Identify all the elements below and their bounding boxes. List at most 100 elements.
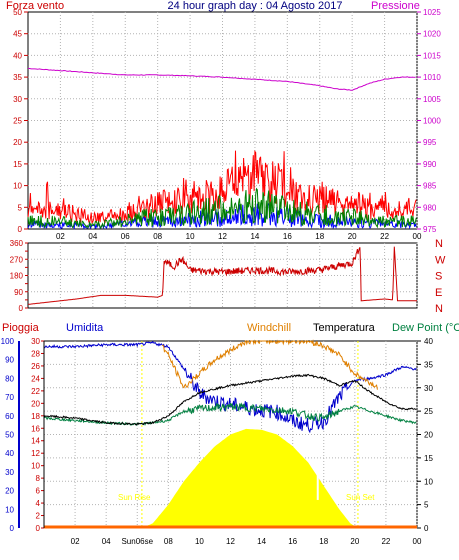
compass-label: W: [435, 254, 446, 266]
wind-axis-tick: 10: [13, 182, 22, 191]
wind-axis-tick: 25: [13, 117, 22, 126]
wind-axis-tick: 50: [13, 8, 22, 17]
rain-axis-tick: 14: [31, 437, 40, 446]
temp-axis-tick: 0: [424, 524, 429, 533]
sun-rise-label: Sun Rise: [118, 493, 151, 502]
humidity-axis-tick: 30: [5, 468, 14, 477]
climate-x-tick: 22: [381, 537, 390, 546]
wind-axis-tick: 40: [13, 51, 22, 60]
climate-x-tick: 10: [195, 537, 204, 546]
direction-axis-tick: 270: [10, 255, 24, 264]
humidity-label: Umidita: [66, 322, 104, 334]
pressure-line: [27, 67, 416, 91]
pressure-axis-tick: 1015: [423, 51, 441, 60]
pressure-axis-tick: 1025: [423, 8, 441, 17]
humidity-axis-tick: 60: [5, 412, 14, 421]
pressure-axis-tick: 1010: [423, 73, 441, 82]
humidity-axis-tick: 0: [10, 524, 15, 533]
axis-layer: 0510152025303540455097598098599099510001…: [1, 8, 446, 546]
wind-axis-tick: 30: [13, 95, 22, 104]
compass-label: E: [435, 287, 442, 299]
climate-x-tick: Sun06se: [121, 537, 153, 546]
pressure-axis-tick: 990: [423, 160, 437, 169]
windchill-line: [161, 339, 378, 390]
wind-x-tick: 00: [413, 232, 422, 241]
temperature-line: [43, 373, 417, 426]
humidity-axis-tick: 20: [5, 487, 14, 496]
pressure-axis-tick: 1005: [423, 95, 441, 104]
wind-x-tick: 16: [283, 232, 292, 241]
pressure-axis-tick: 985: [423, 182, 437, 191]
direction-axis-tick: 360: [10, 239, 24, 248]
temp-axis-tick: 30: [424, 384, 433, 393]
climate-x-tick: 00: [413, 537, 422, 546]
windchill-label: Windchill: [247, 322, 291, 334]
rain-axis-tick: 10: [31, 462, 40, 471]
humidity-axis-tick: 40: [5, 449, 14, 458]
pressure-axis-tick: 1020: [423, 30, 441, 39]
rain-axis-tick: 24: [31, 374, 40, 383]
wind-x-tick: 08: [153, 232, 162, 241]
solar-notch: [316, 474, 319, 500]
rain-axis-tick: 26: [31, 362, 40, 371]
temp-axis-tick: 25: [424, 407, 433, 416]
temp-axis-tick: 20: [424, 431, 433, 440]
wind-gust-line: [27, 150, 417, 225]
rain-axis-tick: 4: [36, 499, 41, 508]
wind-x-tick: 10: [186, 232, 195, 241]
climate-x-tick: 20: [350, 537, 359, 546]
wind-x-tick: 02: [56, 232, 65, 241]
pressure-axis-tick: 1000: [423, 117, 441, 126]
wind-x-tick: 14: [250, 232, 259, 241]
compass-label: S: [435, 271, 442, 283]
sun-set-label: Sun Set: [346, 493, 375, 502]
rain-axis-tick: 22: [31, 387, 40, 396]
pressure-label: Pressione: [371, 0, 420, 12]
wind-label: Forza vento: [6, 0, 64, 12]
compass-label: N: [435, 303, 443, 315]
chart-title: 24 hour graph day : 04 Agosto 2017: [168, 0, 343, 12]
wind-axis-tick: 5: [18, 203, 23, 212]
solar-area: [141, 428, 358, 528]
rain-axis-tick: 16: [31, 424, 40, 433]
humidity-axis-tick: 80: [5, 374, 14, 383]
climate-x-tick: 16: [288, 537, 297, 546]
wind-x-tick: 06: [121, 232, 130, 241]
rain-axis-tick: 8: [36, 474, 41, 483]
pressure-axis-tick: 995: [423, 138, 437, 147]
wind-axis-tick: 0: [18, 225, 23, 234]
rain-axis-tick: 28: [31, 349, 40, 358]
humidity-axis-tick: 50: [5, 431, 14, 440]
direction-axis-tick: 90: [14, 288, 23, 297]
rain-axis-tick: 6: [36, 487, 41, 496]
series-layer: [27, 67, 417, 529]
rain-axis-tick: 18: [31, 412, 40, 421]
wind-axis-tick: 45: [13, 30, 22, 39]
rain-axis-tick: 12: [31, 449, 40, 458]
humidity-axis-tick: 10: [5, 505, 14, 514]
wind-axis-tick: 20: [13, 138, 22, 147]
climate-x-tick: 14: [257, 537, 266, 546]
rain-axis-tick: 0: [36, 524, 41, 533]
wind-x-tick: 12: [218, 232, 227, 241]
rain-axis-tick: 20: [31, 399, 40, 408]
temp-axis-tick: 40: [424, 337, 433, 346]
rain-axis-tick: 2: [36, 512, 41, 521]
compass-label: N: [435, 238, 443, 250]
wind-x-tick: 18: [315, 232, 324, 241]
climate-x-tick: 02: [71, 537, 80, 546]
wind-axis-tick: 15: [13, 160, 22, 169]
temp-axis-tick: 10: [424, 477, 433, 486]
climate-x-tick: 08: [164, 537, 173, 546]
humidity-axis-tick: 90: [5, 356, 14, 365]
wind-avg-line: [27, 187, 417, 230]
rain-label: Pioggia: [2, 322, 40, 334]
direction-axis-tick: 0: [19, 304, 24, 313]
wind-low-line: [27, 202, 417, 230]
humidity-axis-tick: 100: [1, 337, 15, 346]
temp-axis-tick: 5: [424, 501, 429, 510]
temperature-label: Temperatura: [313, 322, 376, 334]
humidity-axis-tick: 70: [5, 393, 14, 402]
